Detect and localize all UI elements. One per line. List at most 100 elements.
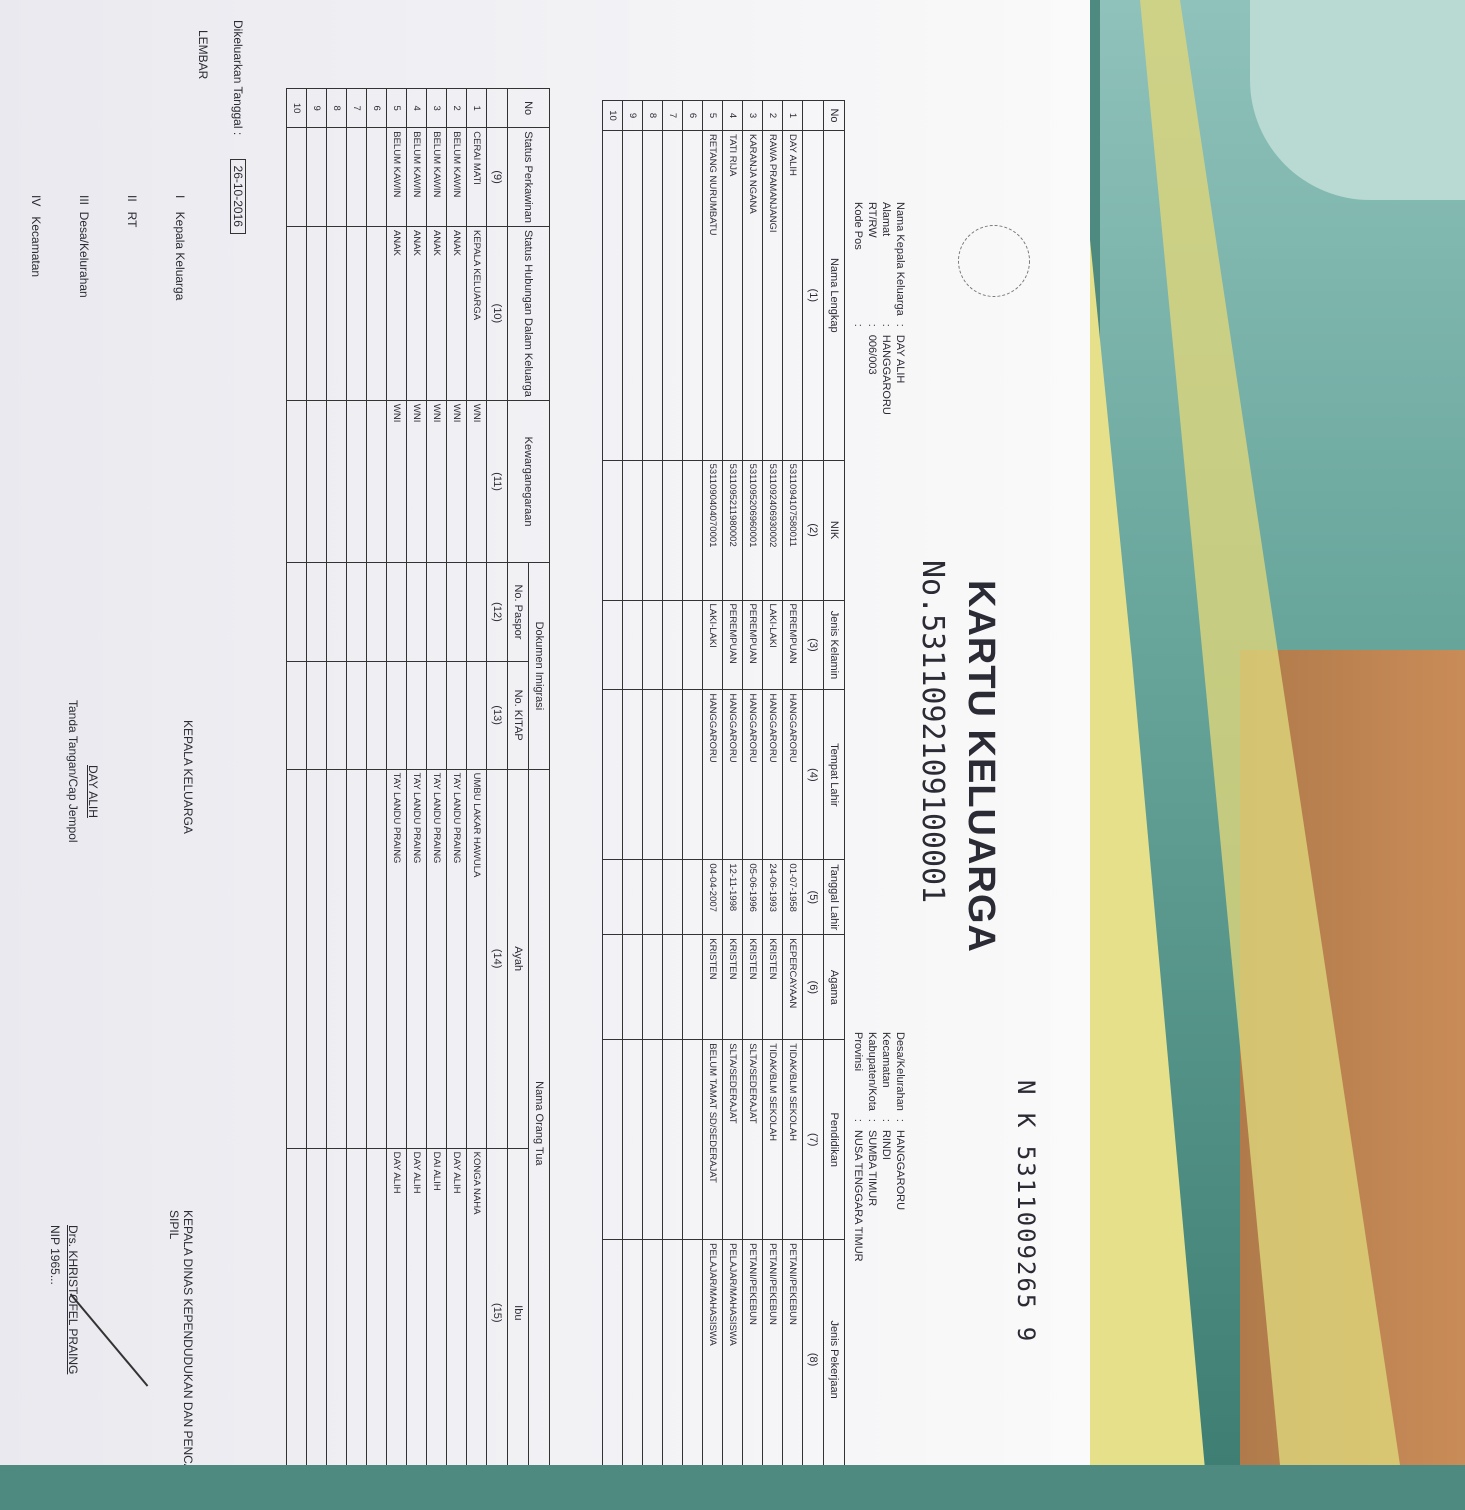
table-cell: PETANI/PEKEBUN xyxy=(743,1240,763,1480)
table-cell: PETANI/PEKEBUN xyxy=(763,1240,783,1480)
table-cell: KRISTEN xyxy=(703,935,723,1040)
table-cell: 5 xyxy=(387,89,407,128)
table-cell: KEPERCAYAAN xyxy=(783,935,803,1040)
column-subheader: Ayah xyxy=(508,769,529,1148)
table-cell xyxy=(623,600,643,690)
table-cell: LAKI-LAKI xyxy=(763,600,783,690)
table-cell xyxy=(347,226,367,400)
table-cell xyxy=(623,130,643,460)
table-cell: PEREMPUAN xyxy=(743,600,763,690)
field-value xyxy=(852,335,864,421)
table-cell xyxy=(287,226,307,400)
table-cell xyxy=(367,769,387,1148)
table-cell: 10 xyxy=(287,89,307,128)
table-cell xyxy=(643,1240,663,1480)
table-cell xyxy=(347,563,367,661)
table-cell: SLTA/SEDERAJAT xyxy=(743,1040,763,1240)
table-cell: 4 xyxy=(407,89,427,128)
table-cell xyxy=(287,769,307,1148)
table-cell: PEREMPUAN xyxy=(723,600,743,690)
table-cell xyxy=(643,460,663,600)
table-cell xyxy=(643,860,663,935)
table-cell xyxy=(327,1148,347,1477)
table-row: 1 CERAI MATI KEPALA KELUARGA WNI UMBU LAKAR … xyxy=(467,89,487,1478)
table-cell: WNI xyxy=(467,400,487,562)
table-cell xyxy=(623,935,643,1040)
table-cell: HANGGARORU xyxy=(703,690,723,860)
table-cell xyxy=(467,563,487,661)
table-cell xyxy=(603,860,623,935)
table-cell xyxy=(307,400,327,562)
table-cell: 5311092406930002 xyxy=(763,460,783,600)
table-cell: 01-07-1958 xyxy=(783,860,803,935)
column-number: (5) xyxy=(803,860,824,935)
nk-serial-number: N K 5311009265 9 xyxy=(1012,1080,1040,1344)
column-number: (2) xyxy=(803,460,824,600)
field-label: Kode Pos xyxy=(852,202,864,250)
column-header: Jenis Kelamin xyxy=(824,600,845,690)
table-cell xyxy=(367,563,387,661)
column-header: No xyxy=(508,89,550,128)
lembar-item: I Kepala Keluarga xyxy=(173,195,187,301)
column-header: Tanggal Lahir xyxy=(824,860,845,935)
column-header: Nama Orang Tua xyxy=(529,769,550,1477)
issued-label: Dikeluarkan Tanggal xyxy=(231,20,245,129)
field-value: 006/003 xyxy=(866,334,878,375)
table-cell xyxy=(287,400,307,562)
table-cell: KEPALA KELUARGA xyxy=(467,226,487,400)
table-cell xyxy=(287,1148,307,1477)
column-number: (14) xyxy=(487,769,508,1148)
table-row: 7 xyxy=(663,101,683,1480)
column-header: Nama Lengkap xyxy=(824,130,845,460)
column-header: Dokumen Imigrasi xyxy=(529,563,550,769)
column-number xyxy=(803,101,824,131)
table-cell xyxy=(683,1040,703,1240)
table-cell: 9 xyxy=(307,89,327,128)
table-cell xyxy=(347,661,367,769)
lembar-item: IV Kecamatan xyxy=(29,195,43,278)
table-cell: 7 xyxy=(663,101,683,131)
column-header: Status Hubungan Dalam Keluarga xyxy=(508,226,550,400)
table-cell xyxy=(683,600,703,690)
field-label: RT/RW xyxy=(866,202,878,238)
table-row: 5 BELUM KAWIN ANAK WNI TAY LANDU PRAING DAY A… xyxy=(387,89,407,1478)
table-cell xyxy=(603,690,623,860)
table-cell: ANAK xyxy=(427,226,447,400)
table-cell: DAI ALIH xyxy=(427,1148,447,1477)
field-value: SUMBA TIMUR xyxy=(866,1129,878,1207)
column-header: Jenis Pekerjaan xyxy=(824,1240,845,1480)
kartu-keluarga-document: N K 5311009265 9 KARTU KELUARGA No.53110… xyxy=(0,0,1090,1465)
table-cell: 7 xyxy=(347,89,367,128)
table-cell: 8 xyxy=(327,89,347,128)
table-row: 5 RETANG NURUMBATU 5311090404070001 LAKI-LA… xyxy=(703,101,723,1480)
table-cell: UMBU LAKAR HAWULA xyxy=(467,769,487,1148)
table-cell xyxy=(663,1240,683,1480)
column-number: (15) xyxy=(487,1148,508,1477)
table-cell xyxy=(407,661,427,769)
table-cell xyxy=(663,460,683,600)
table-cell xyxy=(603,130,623,460)
table-cell xyxy=(663,1040,683,1240)
table-cell xyxy=(603,460,623,600)
table-cell: RAWA PRAMANJANGI xyxy=(763,130,783,460)
table-cell: TAY LANDU PRAING xyxy=(407,769,427,1148)
table-cell: CERAI MATI xyxy=(467,128,487,227)
table-cell: TATI RIJA xyxy=(723,130,743,460)
table-row: 3 KARANJA NGANA 5311095206960001 PEREMPUAN H… xyxy=(743,101,763,1480)
table-cell: KRISTEN xyxy=(743,935,763,1040)
table-cell: TAY LANDU PRAING xyxy=(447,769,467,1148)
table-cell: 9 xyxy=(623,101,643,131)
table-row: 10 xyxy=(603,101,623,1480)
dinas-name: Drs. KHRISTOFEL PRAING xyxy=(66,1225,80,1375)
table-cell: PELAJAR/MAHASISWA xyxy=(703,1240,723,1480)
table-cell: 24-06-1993 xyxy=(763,860,783,935)
field-value: RINDI xyxy=(880,1129,892,1160)
table-cell xyxy=(643,690,663,860)
table-cell xyxy=(347,769,367,1148)
lembar-list: I Kepala Keluarga II RT III Desa/Kelurah… xyxy=(0,195,220,300)
table-cell xyxy=(603,1240,623,1480)
family-members-table: No Nama Lengkap NIK Jenis Kelamin Tempat Lah… xyxy=(602,100,845,1480)
column-number: (3) xyxy=(803,600,824,690)
table-cell xyxy=(347,128,367,227)
table-cell xyxy=(407,563,427,661)
